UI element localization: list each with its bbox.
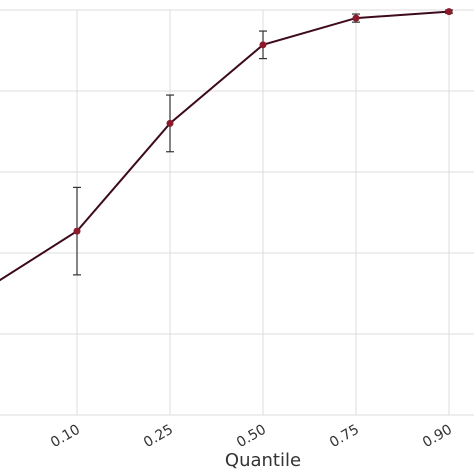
point — [259, 41, 267, 49]
x-tick-label: 0.75 — [327, 422, 362, 451]
x-tick-label: 0.10 — [48, 422, 83, 451]
point — [352, 14, 360, 22]
x-tick-label: 0.90 — [420, 422, 455, 451]
point — [445, 8, 453, 16]
point — [73, 227, 81, 235]
x-tick-label: 0.50 — [234, 422, 269, 451]
point — [166, 119, 174, 127]
line — [0, 10, 450, 282]
x-axis-label: Quantile — [225, 450, 301, 471]
x-tick-label: 0.25 — [141, 422, 176, 451]
